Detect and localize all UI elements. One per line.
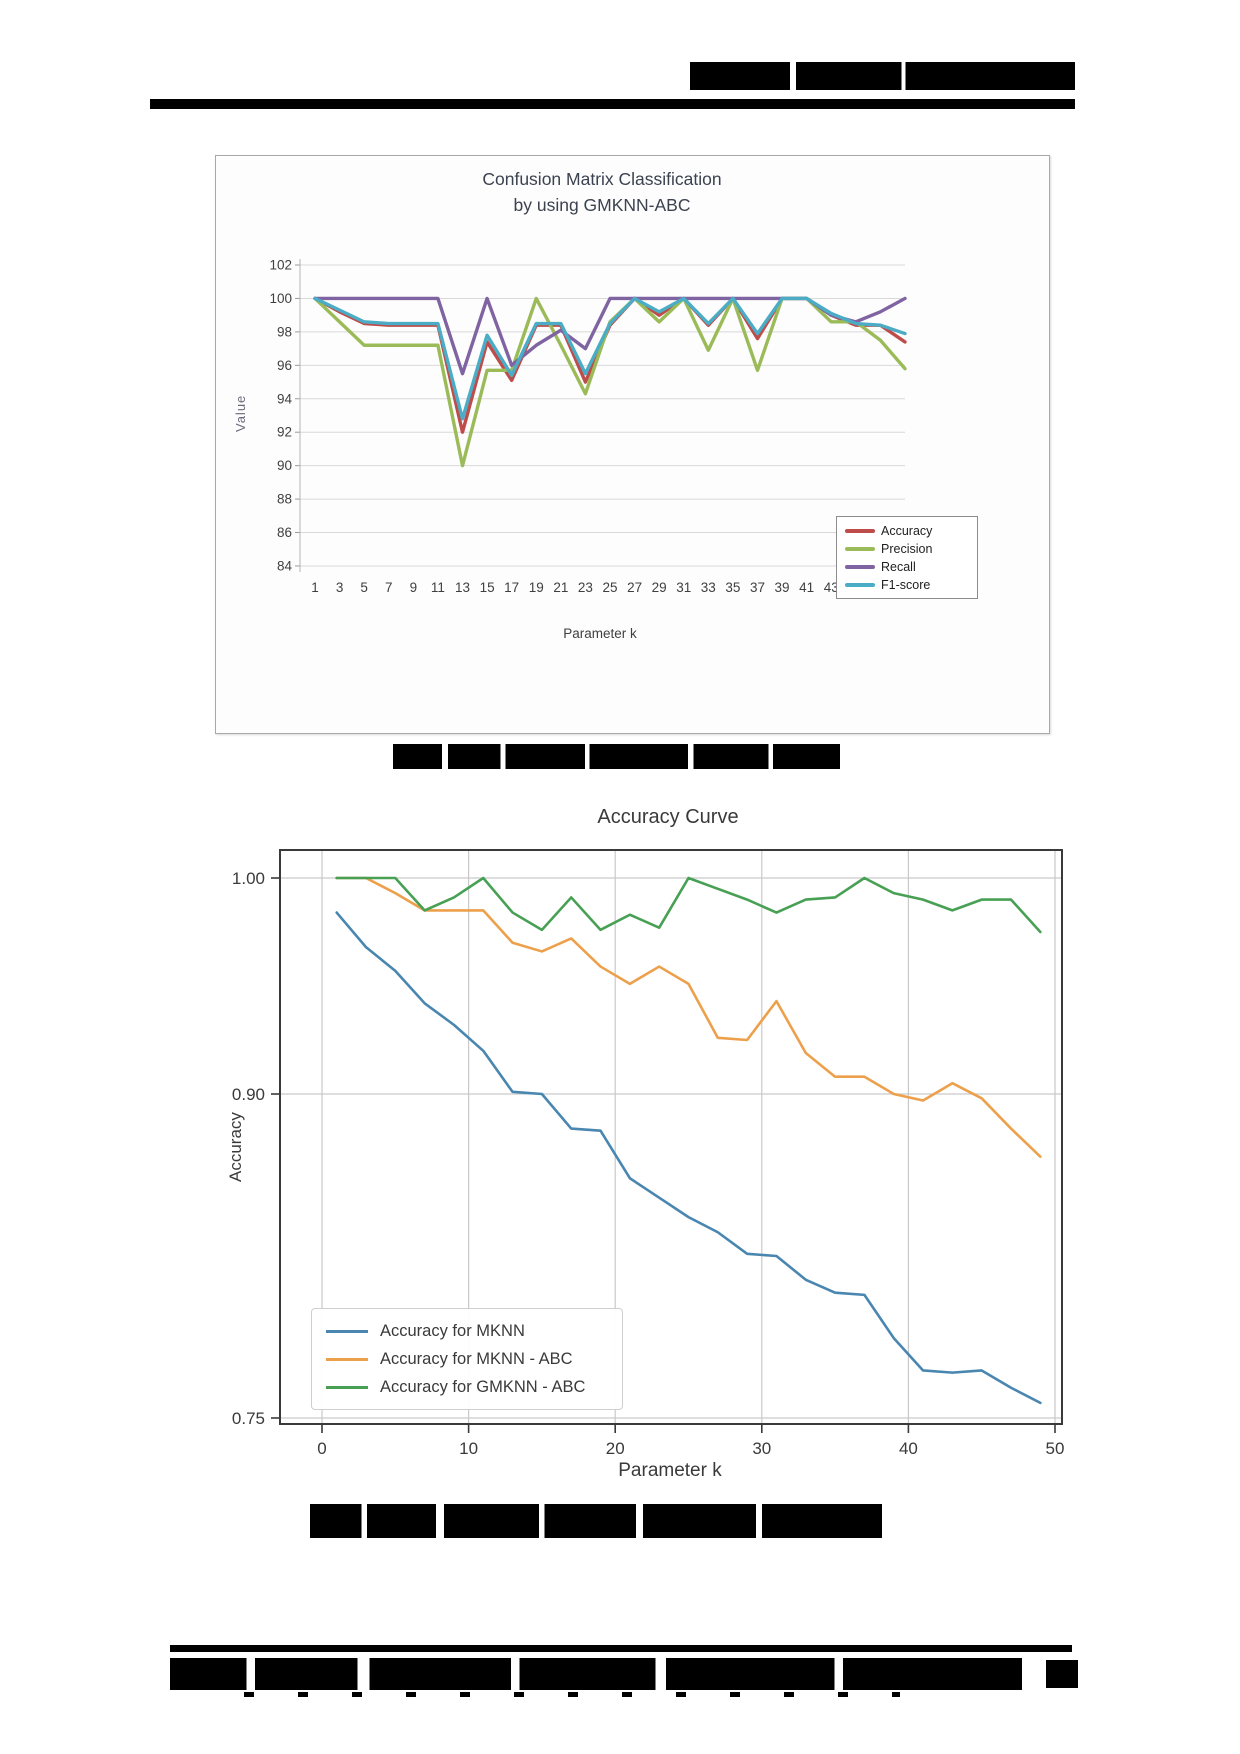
tick-label: 39 [775, 580, 790, 595]
tick-label: 50 [1046, 1439, 1065, 1458]
tick-label: 0.75 [232, 1409, 265, 1428]
tick-label: 96 [277, 358, 292, 373]
footer-citation-redaction-bar [170, 1658, 1022, 1690]
figure2-chart-title: Accuracy Curve [597, 806, 739, 828]
legend-line-swatch [326, 1385, 368, 1389]
tick-label: 102 [269, 258, 292, 273]
tick-label: 27 [627, 580, 642, 595]
footer-rule [170, 1645, 1072, 1652]
legend-item: Accuracy for GMKNN - ABC [312, 1373, 622, 1401]
figure2-caption-redaction-bar [310, 1504, 882, 1538]
tick-label: 30 [752, 1439, 771, 1458]
tick-label: 11 [431, 580, 445, 595]
tick-label: 15 [480, 580, 495, 595]
legend-label: F1-score [881, 578, 931, 592]
tick-label: 31 [676, 580, 691, 595]
tick-label: 0.90 [232, 1085, 265, 1104]
figure1-chart-title: Confusion Matrix Classification by using… [302, 166, 902, 218]
tick-label: 90 [277, 458, 292, 473]
legend-item: Recall [837, 558, 977, 576]
tick-label: 35 [725, 580, 740, 595]
figure1-chart-title-line2: by using GMKNN-ABC [513, 195, 691, 215]
figure1-y-axis-title: Value [233, 394, 248, 432]
tick-label: 92 [277, 425, 292, 440]
legend-label: Accuracy for GMKNN - ABC [380, 1377, 586, 1396]
legend-line-swatch [845, 565, 875, 569]
plot-frame [279, 849, 1063, 1425]
legend-line-swatch [845, 529, 875, 533]
figure2-y-axis-title: Accuracy [226, 1112, 245, 1182]
series-line-f1-score [313, 296, 907, 421]
tick-label: 100 [269, 291, 292, 306]
tick-label: 86 [277, 525, 292, 540]
legend-item: Accuracy for MKNN - ABC [312, 1345, 622, 1373]
tick-label: 88 [277, 492, 292, 507]
tick-label: 43 [824, 580, 839, 595]
tick-label: 41 [799, 580, 814, 595]
legend-line-swatch [845, 583, 875, 587]
figure1-legend: Accuracy Precision Recall F1-score [836, 516, 978, 599]
tick-label: 5 [360, 580, 368, 595]
tick-label: 23 [578, 580, 593, 595]
legend-line-swatch [326, 1357, 368, 1361]
tick-label: 19 [529, 580, 544, 595]
tick-label: 13 [455, 580, 470, 595]
tick-label: 84 [277, 558, 293, 573]
figure1-x-axis-title: Parameter k [563, 626, 637, 641]
series-line-accuracy-for-mknn-abc [335, 876, 1042, 1158]
tick-label: 98 [277, 324, 292, 339]
footer-citation-redaction-marks [200, 1692, 900, 1697]
figure2-legend: Accuracy for MKNN Accuracy for MKNN - ABC… [311, 1308, 623, 1410]
tick-label: 1.00 [232, 869, 265, 888]
header-title-redaction-bar [690, 62, 1075, 90]
tick-label: 1 [311, 580, 319, 595]
legend-item: Accuracy [837, 522, 977, 540]
tick-label: 3 [336, 580, 344, 595]
figure1-frame [215, 155, 1050, 734]
tick-label: 9 [410, 580, 418, 595]
tick-label: 10 [459, 1439, 478, 1458]
tick-label: 7 [385, 580, 393, 595]
tick-label: 33 [701, 580, 716, 595]
legend-line-swatch [845, 547, 875, 551]
legend-label: Accuracy for MKNN - ABC [380, 1349, 573, 1368]
tick-label: 40 [899, 1439, 918, 1458]
legend-item: Accuracy for MKNN [312, 1317, 622, 1345]
footer-page-number-redaction [1046, 1660, 1078, 1688]
legend-item: Precision [837, 540, 977, 558]
tick-label: 0 [317, 1439, 326, 1458]
tick-label: 94 [277, 391, 293, 406]
legend-line-swatch [326, 1329, 368, 1333]
tick-label: 21 [553, 580, 568, 595]
header-rule [150, 99, 1075, 109]
tick-label: 25 [602, 580, 617, 595]
series-line-accuracy-for-gmknn-abc [335, 876, 1042, 934]
figure2-x-axis-title: Parameter k [618, 1460, 722, 1481]
legend-label: Accuracy for MKNN [380, 1321, 525, 1340]
tick-label: 29 [652, 580, 667, 595]
tick-label: 20 [606, 1439, 625, 1458]
tick-label: 17 [504, 580, 519, 595]
legend-label: Recall [881, 560, 916, 574]
figure1-caption-redaction-bar [393, 744, 840, 769]
legend-label: Accuracy [881, 524, 933, 538]
legend-item: F1-score [837, 576, 977, 594]
figure1-chart-title-line1: Confusion Matrix Classification [482, 169, 722, 189]
series-line-accuracy-for-mknn [335, 911, 1042, 1405]
legend-label: Precision [881, 542, 933, 556]
tick-label: 37 [750, 580, 765, 595]
